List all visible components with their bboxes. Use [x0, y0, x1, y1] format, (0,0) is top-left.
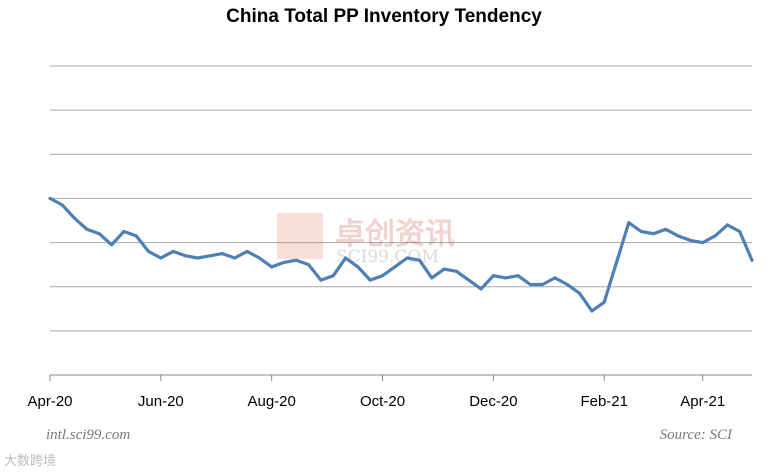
footer-website: intl.sci99.com	[46, 427, 131, 443]
data-point	[294, 258, 298, 262]
data-point	[270, 265, 274, 269]
data-point	[516, 274, 520, 278]
data-point	[48, 196, 52, 200]
watermark-logo: 卓创资讯 SCI99.COM	[277, 213, 455, 267]
data-point	[257, 256, 261, 260]
data-point	[417, 258, 421, 262]
data-point	[60, 203, 64, 207]
data-point	[159, 256, 163, 260]
data-point	[664, 227, 668, 231]
x-tick-label: Aug-20	[247, 393, 295, 410]
x-ticks: Apr-20 Jun-20 Aug-20 Oct-20 Dec-20 Feb-21 Apr-…	[27, 375, 725, 410]
data-point	[725, 223, 729, 227]
data-point	[110, 243, 114, 247]
x-tick-label: Apr-21	[680, 393, 725, 410]
data-point	[171, 249, 175, 253]
data-point	[713, 234, 717, 238]
x-tick-label: Jun-20	[138, 393, 184, 410]
chart-title: China Total PP Inventory Tendency	[226, 6, 542, 27]
data-point	[233, 256, 237, 260]
data-point	[245, 249, 249, 253]
watermark-square-icon	[277, 213, 323, 259]
x-tick-label: Oct-20	[360, 393, 405, 410]
x-tick-label: Apr-20	[27, 393, 72, 410]
watermark-cn: 卓创资讯	[335, 217, 455, 252]
data-point	[442, 267, 446, 271]
data-point	[491, 274, 495, 278]
data-point	[122, 230, 126, 234]
data-point	[134, 234, 138, 238]
x-tick-label: Dec-20	[469, 393, 517, 410]
data-point	[479, 287, 483, 291]
data-point	[85, 227, 89, 231]
data-point	[147, 249, 151, 253]
series-points	[48, 196, 754, 313]
data-point	[282, 260, 286, 264]
data-point	[541, 283, 545, 287]
data-point	[319, 278, 323, 282]
data-point	[590, 309, 594, 313]
data-point	[368, 278, 372, 282]
data-point	[602, 300, 606, 304]
data-point	[381, 274, 385, 278]
data-point	[504, 276, 508, 280]
data-point	[615, 260, 619, 264]
data-point	[331, 274, 335, 278]
data-point	[701, 241, 705, 245]
data-point	[307, 263, 311, 267]
data-point	[405, 256, 409, 260]
x-tick-label: Feb-21	[580, 393, 628, 410]
watermark-en: SCI99.COM	[336, 247, 439, 267]
data-point	[688, 238, 692, 242]
data-point	[738, 230, 742, 234]
data-point	[676, 234, 680, 238]
data-point	[651, 232, 655, 236]
data-point	[220, 252, 224, 256]
corner-logo: 大数跨境	[4, 454, 57, 469]
data-point	[356, 265, 360, 269]
data-point	[196, 256, 200, 260]
data-point	[454, 269, 458, 273]
data-point	[639, 230, 643, 234]
data-point	[627, 221, 631, 225]
grid-lines	[50, 65, 752, 332]
series-line-inventory	[48, 196, 754, 313]
data-point	[208, 254, 212, 258]
data-point	[467, 278, 471, 282]
data-point	[528, 283, 532, 287]
data-point	[750, 258, 754, 262]
data-point	[73, 216, 77, 220]
data-point	[393, 265, 397, 269]
data-point	[344, 256, 348, 260]
data-point	[430, 276, 434, 280]
data-point	[183, 254, 187, 258]
footer-source: Source: SCI	[659, 427, 732, 443]
data-point	[565, 283, 569, 287]
data-point	[553, 276, 557, 280]
data-point	[97, 232, 101, 236]
data-point	[578, 291, 582, 295]
